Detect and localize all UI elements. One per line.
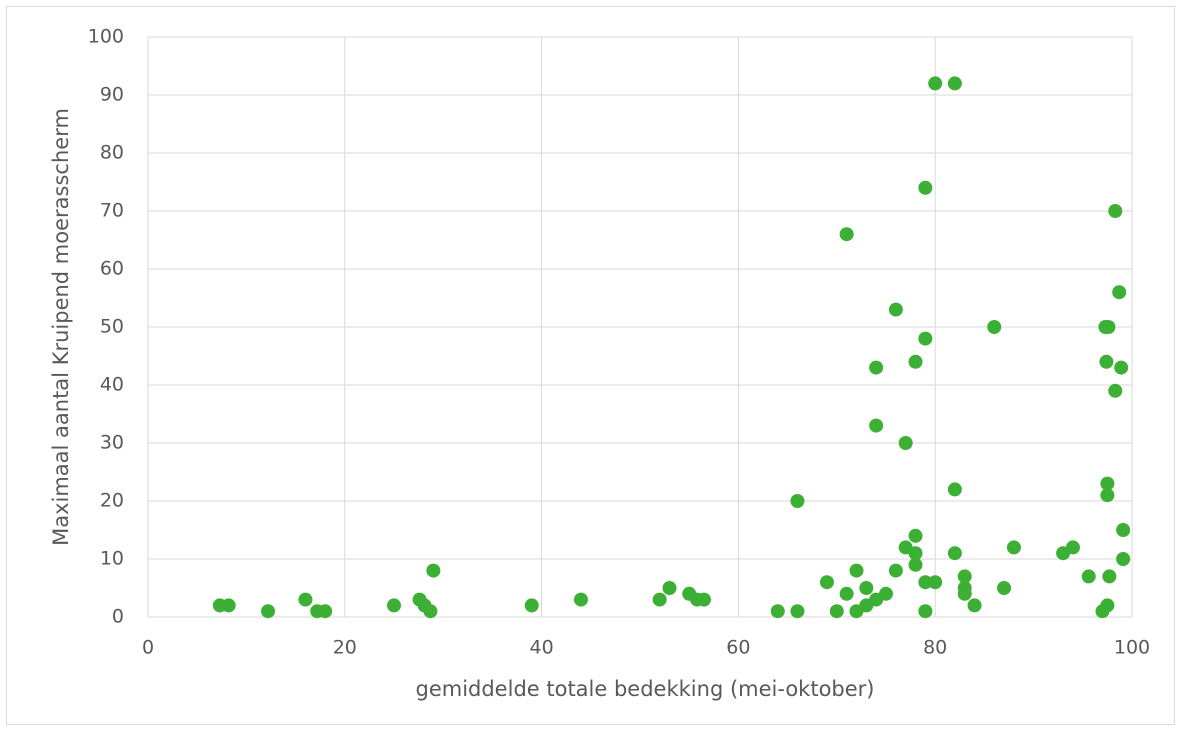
point xyxy=(819,575,834,590)
point xyxy=(947,546,962,561)
point xyxy=(829,604,844,619)
point xyxy=(221,598,236,613)
point xyxy=(1112,285,1127,300)
point xyxy=(387,598,401,613)
point xyxy=(1099,354,1114,369)
y-tick-label: 0 xyxy=(112,606,124,628)
x-tick-label: 100 xyxy=(1114,637,1150,659)
point xyxy=(1006,540,1021,555)
y-tick-label: 70 xyxy=(100,200,124,222)
point xyxy=(1108,383,1123,398)
y-tick-label: 20 xyxy=(100,490,124,512)
point xyxy=(859,581,874,595)
point xyxy=(908,557,923,572)
point xyxy=(1114,360,1129,375)
point xyxy=(1101,320,1116,334)
point xyxy=(947,482,962,497)
point xyxy=(1116,523,1131,537)
point xyxy=(918,180,933,195)
point xyxy=(652,592,667,607)
y-tick-label: 100 xyxy=(88,26,124,48)
point xyxy=(888,302,903,317)
point xyxy=(1100,488,1115,503)
point xyxy=(928,76,943,91)
point xyxy=(318,604,333,619)
point xyxy=(696,592,711,607)
point xyxy=(770,604,785,619)
point xyxy=(928,575,943,590)
point xyxy=(967,598,982,613)
point xyxy=(987,320,1002,334)
point xyxy=(573,592,588,607)
point xyxy=(908,528,923,543)
point xyxy=(1065,540,1080,555)
x-tick-label: 40 xyxy=(530,637,554,659)
y-tick-label: 30 xyxy=(100,432,124,454)
x-tick-label: 0 xyxy=(142,637,154,659)
y-tick-label: 90 xyxy=(100,84,124,106)
point xyxy=(1102,569,1117,584)
x-tick-label: 20 xyxy=(333,637,357,659)
point xyxy=(957,569,972,584)
point xyxy=(1081,569,1096,584)
point xyxy=(1100,476,1115,491)
point xyxy=(898,436,913,450)
point xyxy=(839,586,854,601)
point xyxy=(918,575,933,590)
point xyxy=(1108,204,1123,218)
point xyxy=(908,546,923,561)
point xyxy=(947,76,962,91)
point xyxy=(1116,552,1131,566)
point xyxy=(997,581,1012,595)
point xyxy=(839,227,854,242)
point xyxy=(869,360,884,375)
point xyxy=(790,604,805,619)
y-tick-label: 80 xyxy=(100,142,124,164)
x-tick-label: 60 xyxy=(726,637,750,659)
point xyxy=(426,563,441,578)
point xyxy=(918,604,933,619)
point xyxy=(869,418,884,433)
point xyxy=(879,586,893,601)
point xyxy=(261,604,276,619)
point xyxy=(1100,598,1115,613)
point xyxy=(423,604,438,619)
y-tick-label: 50 xyxy=(100,316,124,338)
point xyxy=(298,592,313,607)
x-tick-label: 80 xyxy=(923,637,947,659)
x-axis-title: gemiddelde totale bedekking (mei-oktober… xyxy=(415,677,874,701)
point xyxy=(662,581,677,595)
point xyxy=(908,354,923,369)
y-tick-label: 40 xyxy=(100,374,124,396)
y-tick-label: 60 xyxy=(100,258,124,280)
point xyxy=(849,563,864,578)
point xyxy=(524,598,539,613)
point xyxy=(957,586,972,601)
point xyxy=(918,331,933,346)
y-tick-label: 10 xyxy=(100,548,124,570)
point xyxy=(888,563,903,578)
y-axis-title: Maximaal aantal Kruipend moerasscherm xyxy=(49,108,73,546)
point xyxy=(790,494,805,508)
